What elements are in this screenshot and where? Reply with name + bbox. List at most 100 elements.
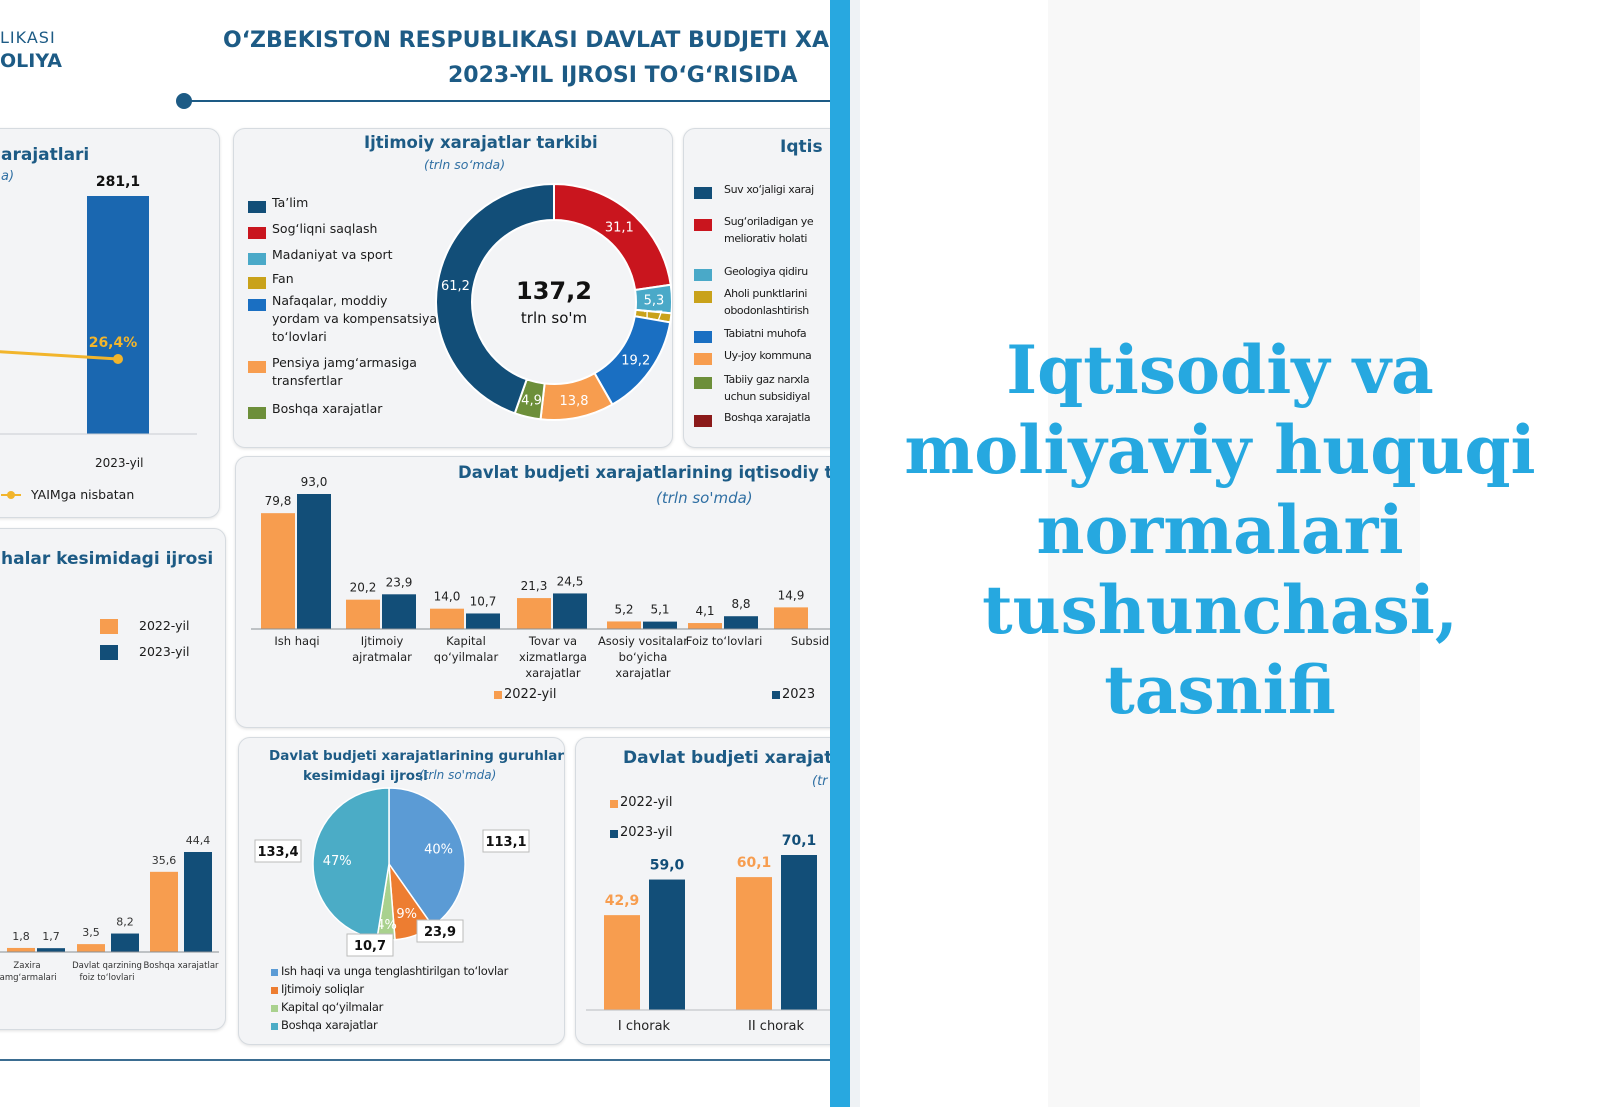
groups-title-line1: Davlat budjeti xarajatlarining guruhlar	[269, 748, 565, 764]
legend-label: to‘lovlari	[272, 329, 327, 344]
quarters-subtitle: (tr	[812, 774, 828, 789]
legend-label: Fan	[272, 271, 294, 286]
legend-swatch	[248, 299, 266, 311]
legend-2022-swatch	[610, 800, 618, 808]
bar	[607, 621, 641, 629]
legend-2022-swatch	[100, 619, 118, 634]
legend-swatch	[248, 361, 266, 373]
legend-swatch	[248, 253, 266, 265]
legend-label: YAIMga nisbatan	[31, 487, 135, 502]
bar-value-label: 4,1	[695, 604, 714, 618]
bar	[430, 608, 464, 629]
category-label: Foiz to‘lovlari	[686, 634, 763, 648]
legend-swatch	[271, 1005, 278, 1012]
total-expenses-chart: 281,1 26,4%	[0, 174, 197, 435]
bar-value-label: 281,1	[96, 174, 140, 190]
slide-title-line: moliyaviy huquqi	[904, 411, 1536, 489]
logo-text-line1: LIKASI	[0, 28, 56, 47]
category-label: Ish haqi	[274, 634, 319, 648]
bar	[466, 613, 500, 629]
donut-slice	[435, 182, 555, 415]
infographic-title-line1: O‘ZBEKISTON RESPUBLIKASI DAVLAT BUDJETI …	[223, 28, 830, 53]
panel-economic-expenses: Iqtis Suv xo‘jaligi xaraj Sug‘oriladigan …	[683, 128, 830, 448]
panel-economic-classification: Davlat budjeti xarajatlarining iqtisodiy…	[235, 456, 830, 728]
category-label: Zaxira	[13, 961, 40, 971]
bar	[77, 944, 105, 952]
slice-value-label: 5,3	[644, 293, 665, 308]
bar	[87, 196, 149, 434]
header-timeline-dot	[176, 93, 192, 109]
bar	[649, 879, 685, 1010]
bar	[7, 947, 35, 952]
slice-percent-label: 40%	[424, 842, 453, 857]
bar	[184, 852, 212, 952]
legend-2023-swatch	[100, 645, 118, 660]
bar	[781, 855, 817, 1010]
sectors-bar-chart: 1,8 3,5 35,6 1,7 8,2 44,4 Zaxira jamg‘armalari D…	[0, 834, 219, 983]
bar-value-label: 60,1	[737, 855, 772, 871]
groups-title-line2: kesimidagi ijrosi	[303, 768, 428, 784]
bar-value-label: 1,8	[12, 930, 30, 943]
bar-value-label: 93,0	[301, 475, 328, 489]
slice-percent-label: 47%	[323, 854, 352, 869]
value-callout-label: 10,7	[354, 939, 386, 954]
legend-swatch	[248, 407, 266, 419]
slice-value-label: 13,8	[560, 394, 589, 409]
year-axis-label: 2023-yil	[95, 456, 144, 470]
legend-label: Ijtimoiy soliqlar	[281, 982, 364, 996]
legend-label: Madaniyat va sport	[272, 247, 393, 262]
category-label: Boshqa xarajatlar	[143, 961, 219, 971]
legend-swatch	[694, 415, 712, 427]
bar-value-label: 14,0	[434, 590, 461, 604]
category-label: bo‘yicha	[619, 650, 668, 664]
category-label: Ijtimoiy	[361, 634, 404, 648]
bar	[553, 593, 587, 629]
legend-label: Boshqa xarajatla	[724, 411, 811, 424]
slide-title-line: Iqtisodiy va	[1006, 331, 1434, 409]
legend-label: Tabiiy gaz narxla	[724, 373, 810, 386]
value-callout-box	[416, 919, 464, 943]
bar-value-label: 20,2	[350, 581, 377, 595]
value-callout-label: 23,9	[424, 925, 456, 940]
value-callout-label: 133,4	[257, 845, 298, 860]
legend-swatch	[694, 219, 712, 231]
legend-label: yordam va kompensatsiya	[272, 311, 438, 326]
panel-total-expenses: arajatlari a) 281,1 26,4% 2023-yil YAIMga…	[0, 128, 220, 518]
budget-infographic: LIKASI OLIYA O‘ZBEKISTON RESPUBLIKASI DA…	[0, 28, 830, 1061]
bar-value-label: 3,5	[82, 926, 100, 939]
bar-value-label: 23,9	[386, 575, 413, 589]
donut-slice	[553, 182, 672, 292]
bar-value-label: 14,9	[778, 588, 805, 602]
bar	[724, 616, 758, 629]
divider-bar	[830, 0, 850, 1107]
legend-swatch	[271, 969, 278, 976]
panel-sectors: halar kesimidagi ijrosi 2022-yil 2023-yi…	[0, 528, 226, 1030]
panel-groups: Davlat budjeti xarajatlarining guruhlar …	[238, 737, 565, 1045]
category-label: Davlat qarzining	[72, 961, 142, 971]
value-callout-box	[254, 839, 302, 863]
category-label: Asosiy vositalar	[598, 634, 688, 648]
econ-class-title: Davlat budjeti xarajatlarining iqtisodiy…	[458, 463, 830, 482]
slide-title: Iqtisodiy va moliyaviy huquqi normalari …	[880, 330, 1560, 730]
bar	[111, 933, 139, 952]
bar-value-label: 1,7	[42, 930, 60, 943]
legend-2023-label: 2023-yil	[620, 825, 673, 840]
bar-value-label: 35,6	[152, 854, 177, 867]
bar-value-label: 79,8	[265, 494, 292, 508]
panel-title: arajatlari	[1, 145, 90, 165]
bar	[517, 598, 551, 629]
legend-label: Kapital qo‘yilmalar	[281, 1000, 383, 1014]
economic-title: Iqtis	[780, 137, 823, 157]
econ-class-subtitle: (trln so'mda)	[656, 489, 753, 507]
legend-label: Aholi punktlarini	[724, 287, 808, 300]
pie-slice	[388, 787, 466, 928]
legend-swatch	[694, 353, 712, 365]
bar	[774, 607, 808, 629]
legend-swatch	[271, 987, 278, 994]
bar-value-label: 8,2	[116, 916, 134, 929]
header-timeline-line	[185, 100, 830, 102]
value-callout-box	[482, 829, 530, 853]
category-label: Kapital	[446, 634, 486, 648]
econ-class-bar-chart: 79,8 20,2 14,0 21,3 5,2 4,1 14,9 93,0 23,9 10,7 24…	[251, 475, 830, 680]
gdp-ratio-label: 26,4%	[89, 335, 138, 351]
